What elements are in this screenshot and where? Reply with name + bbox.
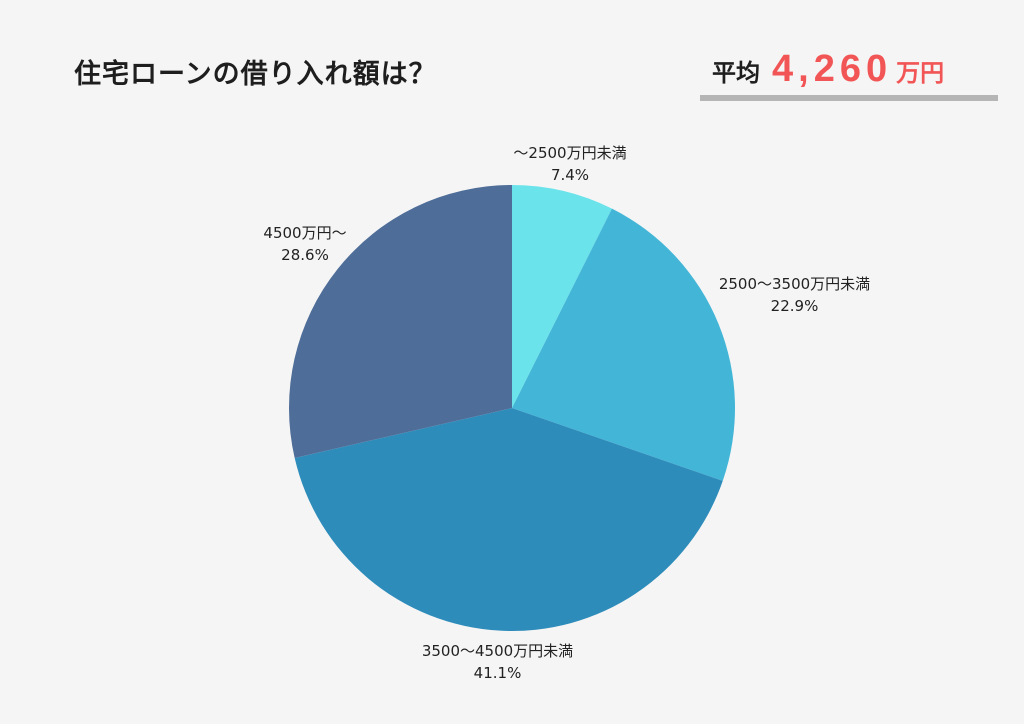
slice-label-percent: 7.4% <box>550 166 590 184</box>
slice-label-under-2500: ～2500万円未満 7.4% <box>490 142 650 186</box>
pie-slice-over-4500 <box>289 185 512 459</box>
slice-label-over-4500: 4500万円～ 28.6% <box>240 222 370 266</box>
average-label: 平均 <box>712 59 760 87</box>
average-unit: 万円 <box>896 59 945 87</box>
slice-label-percent: 22.9% <box>770 297 819 315</box>
slice-label-text: ～2500万円未満 <box>513 144 627 162</box>
average-value: 4,260 <box>772 48 893 90</box>
average-summary: 平均 4,260 万円 <box>712 48 944 91</box>
pie-slice-under-2500 <box>512 185 612 408</box>
slice-label-2500-3500: 2500～3500万円未満 22.9% <box>702 273 887 317</box>
slice-label-text: 3500～4500万円未満 <box>421 642 574 660</box>
chart-title: 住宅ローンの借り入れ額は？ <box>74 59 437 90</box>
slice-label-percent: 41.1% <box>473 664 522 682</box>
slice-label-3500-4500: 3500～4500万円未満 41.1% <box>405 640 590 684</box>
slice-label-text: 2500～3500万円未満 <box>718 275 871 293</box>
pie-slice-3500-4500 <box>294 408 723 632</box>
average-underline <box>700 95 998 101</box>
slice-label-percent: 28.6% <box>281 246 329 264</box>
pie-slice-2500-3500 <box>512 208 736 481</box>
slice-label-text: 4500万円～ <box>263 224 347 242</box>
